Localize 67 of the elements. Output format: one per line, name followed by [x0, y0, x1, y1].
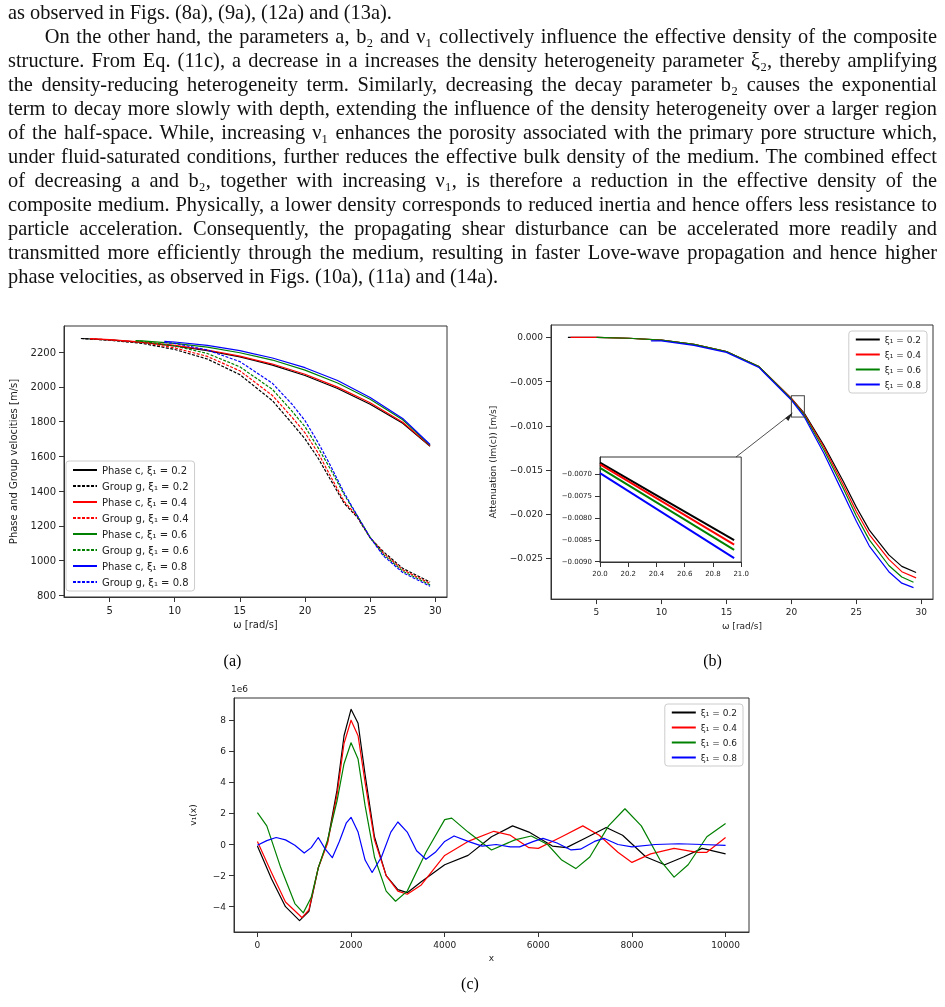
legend-label: ξ₁ = 0.8 — [700, 752, 738, 763]
legend-label: Phase c, ξ₁ = 0.4 — [102, 496, 188, 508]
x-tick-label: 15 — [233, 604, 247, 616]
legend-label: ξ₁ = 0.2 — [700, 707, 737, 718]
x-tick-label: 2000 — [339, 939, 363, 950]
x-tick-label: 8000 — [620, 939, 644, 950]
legend-label: ξ₁ = 0.4 — [884, 349, 922, 360]
y-axis-title: Attenuation (Im(c)) [m/s] — [487, 405, 498, 519]
x-tick-label: 10 — [655, 606, 668, 617]
legend-label: Group g, ξ₁ = 0.8 — [102, 576, 189, 588]
legend-label: Phase c, ξ₁ = 0.8 — [102, 560, 188, 572]
y-tick-label: 2000 — [30, 381, 56, 393]
x-tick-label: 5 — [593, 606, 600, 617]
y-tick-label: 2200 — [30, 346, 56, 358]
x-tick-label: 10000 — [711, 939, 741, 950]
y-tick-label: 1400 — [30, 485, 56, 497]
y-tick-label: −4 — [212, 901, 227, 912]
x-axis-title: ω [rad/s] — [721, 620, 763, 631]
legend-label: Group g, ξ₁ = 0.4 — [102, 512, 189, 524]
y-tick-label: 1200 — [30, 520, 56, 532]
x-tick-label: 20 — [785, 606, 798, 617]
x-tick-label: 25 — [363, 604, 377, 616]
y-tick-label: 1800 — [30, 416, 56, 428]
legend-label: ξ₁ = 0.6 — [700, 737, 738, 748]
y-tick-label: 1600 — [30, 450, 56, 462]
y-tick-label: 2 — [220, 808, 226, 819]
y-tick-label: −0.010 — [509, 420, 544, 431]
legend-label: Phase c, ξ₁ = 0.6 — [102, 528, 188, 540]
y-tick-label: −0.025 — [509, 553, 543, 564]
legend-label: ξ₁ = 0.8 — [884, 379, 922, 390]
y-tick-label: 8 — [220, 715, 227, 726]
text: (c) — [460, 975, 480, 993]
y-tick-label: 800 — [36, 589, 56, 601]
y-tick-label: 6 — [220, 746, 227, 757]
x-tick-label: 5 — [106, 604, 113, 616]
text: On the other hand, the parameters a, b₂ and ν₁ collectively influence the effective density of the composite structure. From Eq. (11c), a decrease in a increases the density heterogeneity parameter ξ₂, thereby amplifying the density-reducing heterogeneity term. Similarly, decreasing the decay parameter b₂ causes the exponential term to decay more slowly with depth, extending the influence of the density heterogeneity over a larger region of the half-space. While, increasing ν₁ enhances the porosity associated with the primary pore structure which, under fluid-saturated conditions, further reduces the effective bulk density of the medium. The combined effect of decreasing a and b₂, together with increasing ν₁, is therefore a reduction in the effective density of the composite medium. Physically, a lower density corresponds to reduced inertia and hence offers less resistance to particle acceleration. Consequently, the propagating shear disturbance can be accelerated more readily and transmitted more efficiently through the medium, resulting in faster Love-wave propagation and hence higher phase velocities, as observed in Figs. (10a), (11a) and (14a). — [8, 25, 937, 287]
x-tick-label: 6000 — [526, 939, 551, 950]
legend-label: Phase c, ξ₁ = 0.2 — [102, 464, 188, 476]
legend-label: ξ₁ = 0.6 — [884, 364, 922, 375]
y-axis-title: Phase and Group velocities [m/s] — [7, 378, 19, 545]
x-tick-label: 20 — [298, 604, 312, 616]
y-tick-label: −2 — [212, 870, 226, 881]
text: (a) — [222, 652, 243, 670]
y-tick-label: 1000 — [30, 555, 56, 567]
legend-label: ξ₁ = 0.4 — [700, 722, 738, 733]
legend-label: Group g, ξ₁ = 0.2 — [102, 480, 189, 492]
x-axis-title: x — [488, 953, 495, 964]
x-tick-label: 30 — [428, 604, 442, 616]
legend-label: ξ₁ = 0.2 — [884, 334, 921, 345]
x-tick-label: 4000 — [433, 939, 457, 950]
x-tick-label: 30 — [915, 606, 928, 617]
x-tick-label: 25 — [850, 606, 863, 617]
y-tick-label: 0 — [220, 839, 227, 850]
y-tick-label: −0.020 — [509, 509, 544, 520]
x-tick-label: 0 — [254, 939, 261, 950]
x-tick-label: 10 — [168, 604, 182, 616]
y-tick-label: 0.000 — [517, 332, 544, 343]
x-tick-label: 15 — [720, 606, 733, 617]
x-axis-title: ω [rad/s] — [233, 619, 278, 631]
y-tick-label: −0.015 — [509, 465, 543, 476]
y-tick-label: 4 — [220, 777, 227, 788]
legend-label: Group g, ξ₁ = 0.6 — [102, 544, 189, 556]
text: (b) — [702, 652, 723, 670]
text: as observed in Figs. (8a), (9a), (12a) and (13a). — [8, 0, 393, 24]
y-axis-title: v₁(x) — [187, 804, 198, 826]
y-tick-label: −0.005 — [509, 376, 543, 387]
text: 1e6 — [231, 683, 249, 694]
